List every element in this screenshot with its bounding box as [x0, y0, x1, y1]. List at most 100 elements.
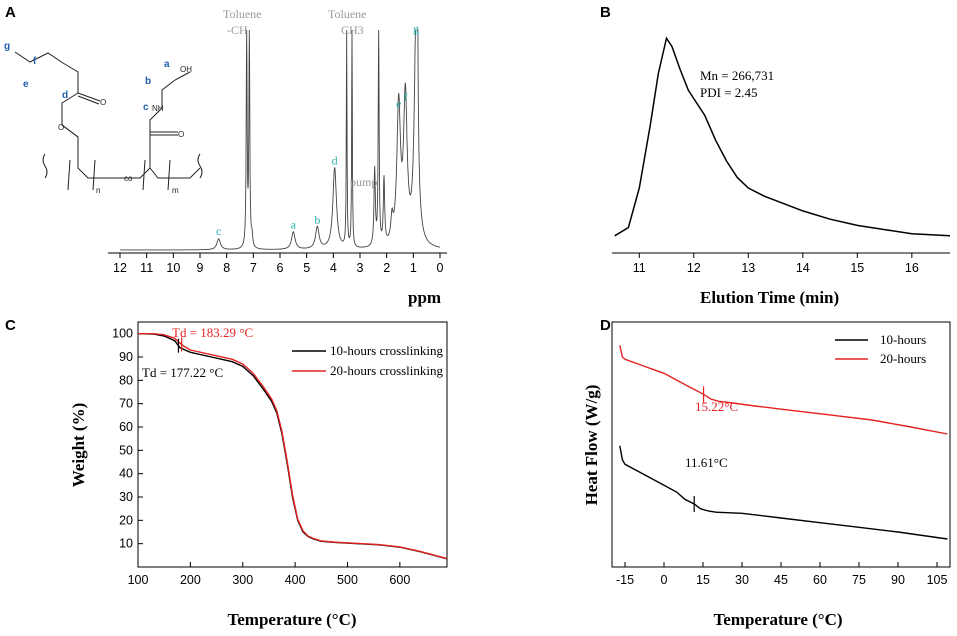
gpc-x-tick-label: 14: [796, 261, 810, 275]
dsc-x-tick-label: 15: [696, 573, 710, 587]
tga-x-tick-label: 300: [232, 573, 253, 587]
dsc-x-tick-label: 75: [852, 573, 866, 587]
tga-x-tick-label: 500: [337, 573, 358, 587]
tga-y-tick-label: 90: [119, 350, 133, 364]
tga-x-tick-label: 100: [128, 573, 149, 587]
nmr-x-tick-label: 5: [303, 261, 310, 275]
tga-y-tick-label: 100: [112, 327, 133, 341]
tga-legend-label-20h: 20-hours crosslinking: [330, 363, 444, 378]
tga-x-tick-label: 200: [180, 573, 201, 587]
dsc-x-tick-label: 105: [927, 573, 948, 587]
nmr-peak-label-d: d: [332, 154, 338, 168]
nmr-x-tick-label: 11: [140, 261, 153, 275]
nmr-x-tick-label: 1: [410, 261, 417, 275]
struct-subscript-n: n: [96, 186, 100, 195]
nmr-peak-labels: c a b d e f g: [216, 22, 419, 238]
gpc-pdi-annotation: PDI = 2.45: [700, 85, 758, 100]
dsc-tg-markers: [693, 386, 705, 512]
dsc-legend-label-20h: 20-hours: [880, 351, 926, 366]
solvent-label-1-line2: -CH: [227, 23, 248, 37]
tga-ticks: 100 200 300 400 500 600 10 20 30 40 50 60 70 80 90 100: [112, 327, 410, 587]
tga-y-tick-label: 70: [119, 397, 133, 411]
pump-label: pump: [350, 175, 377, 189]
struct-label-d: d: [62, 90, 68, 101]
nmr-x-tick-label: 10: [166, 261, 180, 275]
nmr-peak-label-f: f: [403, 90, 407, 104]
struct-label-e: e: [23, 79, 29, 90]
dsc-x-tick-label: 45: [774, 573, 788, 587]
tga-panel: 100 200 300 400 500 600 10 20 30 40 50 60 70 80 90100 …: [69, 321, 448, 629]
dsc-series: [619, 345, 948, 540]
nmr-x-ticks: 12 11 10 9 8 7 6 5 4 3 2 1 0: [113, 253, 444, 275]
nmr-peak-label-c: c: [216, 224, 221, 238]
nmr-peak-label-b: b: [314, 213, 320, 227]
nmr-panel: g f e d a b c OH NH O O O n m co 12 11 10 9…: [4, 7, 447, 307]
gpc-x-tick-label: 13: [741, 261, 755, 275]
tga-x-title: Temperature (°C): [227, 610, 356, 629]
struct-co-label: co: [124, 174, 133, 183]
tga-td-markers: [177, 337, 183, 353]
struct-label-c: c: [143, 102, 149, 113]
tga-x-tick-label: 600: [389, 573, 410, 587]
dsc-x-tick-label: -15: [616, 573, 634, 587]
panel-letter-d: D: [600, 317, 611, 334]
nmr-peak-label-a: a: [291, 217, 297, 231]
dsc-panel: -15 0 15 30 45 60 75 90 105 15.22°C 11.61°C 10-h…: [582, 321, 951, 629]
dsc-x-tick-label: 60: [813, 573, 827, 587]
gpc-x-tick-label: 12: [687, 261, 701, 275]
solvent-label-2-line1: Toluene: [328, 7, 366, 21]
struct-atom-o-carbonyl: O: [100, 98, 106, 107]
gpc-panel: 11 12 13 14 15 16 Mn = 266,731 PDI = 2.45 Elu…: [612, 36, 951, 307]
dsc-tg-20h-annotation: 15.22°C: [695, 399, 738, 414]
tga-y-tick-label: 60: [119, 420, 133, 434]
tga-series-line: [138, 333, 448, 560]
tga-y-tick-label: 50: [119, 443, 133, 457]
dsc-x-tick-label: 90: [891, 573, 905, 587]
gpc-x-title: Elution Time (min): [700, 288, 839, 307]
nmr-x-title: ppm: [408, 288, 441, 307]
tga-y-tick-label: 10: [119, 537, 133, 551]
tga-td-20h-annotation: Td = 183.29 °C: [172, 325, 253, 340]
dsc-x-tick-label: 0: [661, 573, 668, 587]
dsc-y-title: Heat Flow (W/g): [582, 385, 601, 506]
tga-y-tick-label: 30: [119, 490, 133, 504]
panel-letter-b: B: [600, 4, 611, 21]
tga-series: [137, 333, 448, 560]
tga-td-10h-annotation: Td = 177.22 °C: [142, 365, 223, 380]
struct-atom-o-amide: O: [178, 130, 184, 139]
struct-atom-o-ester: O: [58, 123, 64, 132]
nmr-x-tick-label: 4: [330, 261, 337, 275]
nmr-x-tick-label: 8: [223, 261, 230, 275]
dsc-tg-10h-annotation: 11.61°C: [685, 455, 728, 470]
dsc-x-title: Temperature (°C): [713, 610, 842, 629]
dsc-x-tick-label: 30: [735, 573, 749, 587]
nmr-x-tick-label: 2: [383, 261, 390, 275]
dsc-series-line: [619, 445, 948, 540]
struct-subscript-m: m: [172, 186, 179, 195]
nmr-spectrum-line: [120, 29, 441, 251]
nmr-x-tick-label: 9: [197, 261, 204, 275]
struct-label-a: a: [164, 59, 170, 70]
panel-letter-c: C: [5, 317, 16, 334]
struct-label-b: b: [145, 76, 151, 87]
nmr-x-tick-label: 0: [437, 261, 444, 275]
gpc-trace-line: [614, 36, 951, 237]
tga-x-tick-label: 400: [285, 573, 306, 587]
nmr-x-tick-label: 12: [113, 261, 127, 275]
nmr-x-tick-label: 3: [357, 261, 364, 275]
nmr-x-tick-label: 7: [250, 261, 257, 275]
panel-letter-a: A: [5, 4, 16, 21]
nmr-peak-label-e: e: [396, 96, 401, 110]
dsc-ticks: -15 0 15 30 45 60 75 90 105: [616, 562, 948, 587]
dsc-legend-label-10h: 10-hours: [880, 332, 926, 347]
struct-label-f: f: [33, 56, 37, 67]
solvent-label-2-line2: CH3: [341, 23, 364, 37]
tga-legend-label-10h: 10-hours crosslinking: [330, 343, 444, 358]
tga-y-tick-label: 20: [119, 513, 133, 527]
gpc-x-tick-label: 15: [850, 261, 864, 275]
tga-y-tick-label: 40: [119, 467, 133, 481]
gpc-x-tick-label: 11: [633, 261, 646, 275]
gpc-x-ticks: 11 12 13 14 15 16: [633, 253, 919, 275]
